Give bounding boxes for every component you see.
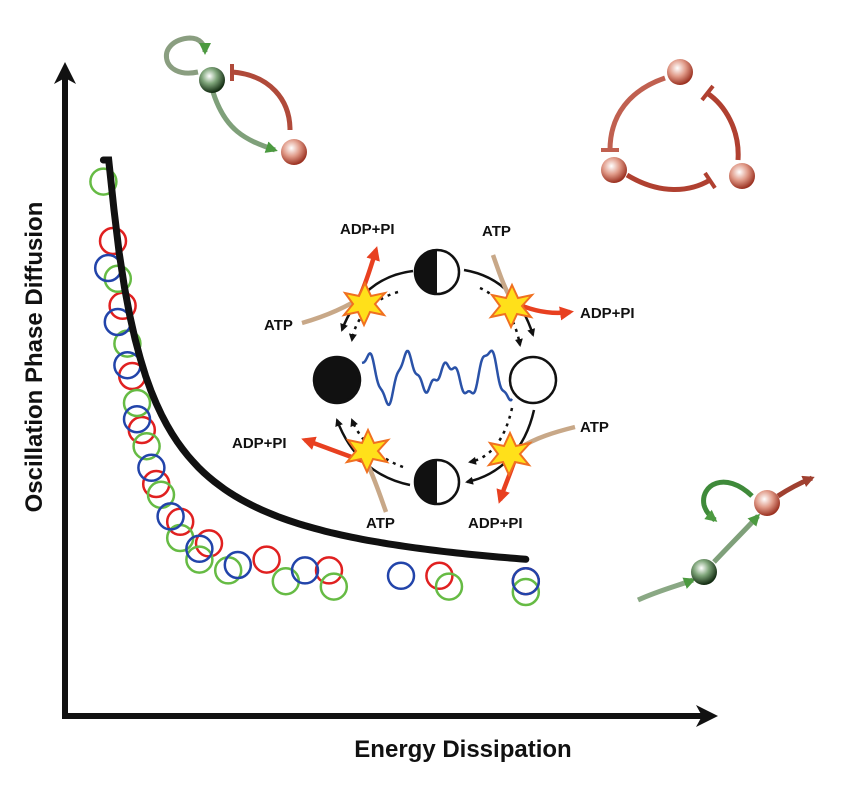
scatter-point-green — [132, 431, 161, 461]
scatter-point-blue — [137, 453, 166, 483]
state-half-top — [413, 248, 461, 296]
scatter-point-blue — [156, 502, 185, 531]
state-full — [312, 355, 362, 405]
scatter-point-green — [213, 556, 243, 585]
label-adp: ADP+PI — [232, 435, 287, 452]
state-empty — [508, 355, 558, 405]
label-adp: ADP+PI — [468, 515, 523, 532]
scatter-point-green — [89, 167, 118, 196]
energy-star — [488, 282, 535, 330]
atp-flow — [365, 464, 389, 513]
scatter-point-blue — [386, 561, 416, 591]
repressilator-node-right — [729, 163, 755, 189]
scatter-point-red — [252, 545, 281, 574]
x-axis-label: Energy Dissipation — [354, 736, 571, 763]
scatter-point-blue — [185, 534, 214, 564]
scatter-point-red — [425, 561, 454, 591]
scatter-point-green — [319, 572, 349, 601]
scatter-point-green — [185, 545, 214, 574]
activation-arrow — [210, 91, 278, 153]
label-atp: ATP — [366, 515, 395, 532]
state-half-bottom — [413, 458, 461, 506]
scatter-point-green — [122, 388, 152, 418]
fit-curve — [99, 156, 530, 563]
scatter-point-blue — [290, 556, 320, 585]
green-node — [199, 67, 225, 93]
label-adp: ADP+PI — [580, 305, 635, 322]
scatter-point-blue — [223, 550, 253, 580]
phosphorylation-cycle: ADP+PI ATP ATP ADP+PI ADP+PI ATP ATP ADP… — [232, 221, 635, 532]
axes: Energy Dissipation Oscillation Phase Dif… — [21, 62, 718, 763]
label-atp: ATP — [482, 223, 511, 240]
energy-star — [486, 430, 533, 478]
scatter-point-green — [434, 572, 464, 601]
scatter-point-blue — [122, 404, 152, 434]
label-adp: ADP+PI — [340, 221, 395, 238]
label-atp: ATP — [580, 419, 609, 436]
scatter-point-green — [511, 577, 541, 607]
scatter-point-blue — [511, 566, 541, 596]
motif-lower-right — [636, 475, 815, 603]
red-node — [754, 490, 780, 516]
scatter-point-red — [314, 556, 344, 585]
repressilator-node-top — [667, 59, 693, 85]
green-node — [691, 559, 717, 585]
motif-top-left — [163, 35, 307, 165]
self-activation-arrow — [163, 35, 211, 76]
motif-repressilator — [601, 59, 755, 192]
scatter-point-green — [271, 566, 301, 596]
repression-edge — [231, 69, 293, 131]
energy-star — [341, 280, 388, 328]
energy-star — [344, 427, 391, 475]
scatter-point-red — [165, 507, 195, 537]
red-node — [281, 139, 307, 165]
y-axis-label: Oscillation Phase Diffusion — [21, 202, 48, 513]
label-atp: ATP — [264, 317, 293, 334]
repressilator-node-left — [601, 157, 627, 183]
oscillation-trace — [361, 349, 513, 407]
